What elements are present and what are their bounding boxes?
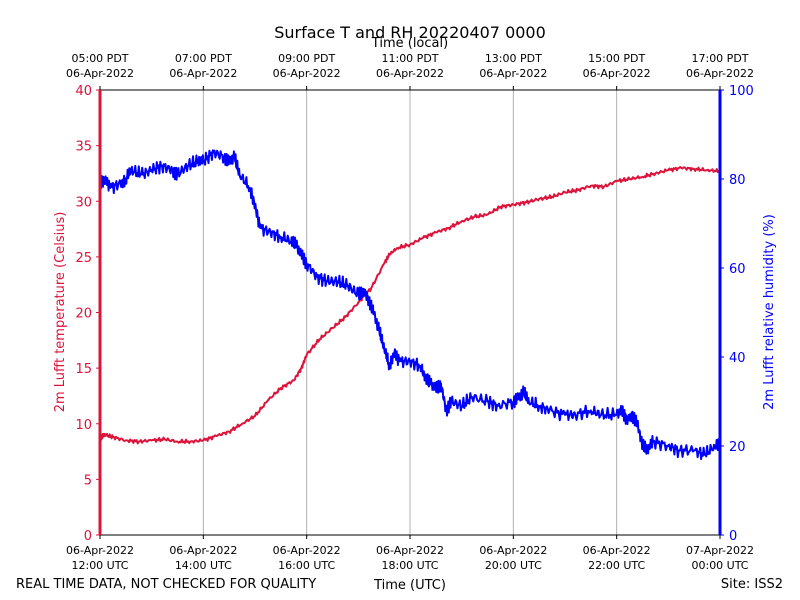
bottom-tick-time: 18:00 UTC (381, 559, 438, 572)
top-tick-date: 06-Apr-2022 (169, 67, 237, 80)
left-tick-label: 30 (75, 195, 92, 210)
site-label: Site: ISS2 (721, 577, 783, 592)
y-axis-label-right: 2m Lufft relative humidity (%) (762, 214, 777, 410)
chart-title: Surface T and RH 20220407 0000 (274, 23, 546, 42)
top-tick-date: 06-Apr-2022 (273, 67, 341, 80)
bottom-tick-date: 07-Apr-2022 (686, 544, 754, 557)
left-tick-label: 0 (84, 529, 92, 544)
left-tick-label: 35 (75, 140, 92, 155)
right-tick-label: 40 (729, 351, 746, 366)
left-tick-label: 10 (75, 418, 92, 433)
bottom-tick-time: 00:00 UTC (691, 559, 748, 572)
left-tick-label: 5 (84, 473, 92, 488)
bottom-tick-time: 16:00 UTC (278, 559, 335, 572)
x-axis-label: Time (UTC) (373, 578, 446, 593)
top-tick-time: 07:00 PDT (175, 52, 232, 65)
top-tick-time: 17:00 PDT (691, 52, 748, 65)
right-tick-label: 100 (729, 84, 754, 99)
top-tick-date: 06-Apr-2022 (686, 67, 754, 80)
bottom-tick-date: 06-Apr-2022 (479, 544, 547, 557)
bottom-tick-time: 12:00 UTC (71, 559, 128, 572)
bottom-tick-date: 06-Apr-2022 (273, 544, 341, 557)
top-axis-label: Time (local) (371, 36, 448, 51)
bottom-tick-date: 06-Apr-2022 (376, 544, 444, 557)
left-tick-label: 15 (75, 362, 92, 377)
bottom-tick-time: 22:00 UTC (588, 559, 645, 572)
bottom-tick-date: 06-Apr-2022 (583, 544, 651, 557)
right-axis-ticks: 0 20 40 60 80 100 (720, 84, 754, 544)
top-axis-ticks: 05:00 PDT 06-Apr-2022 07:00 PDT 06-Apr-2022… (66, 52, 754, 90)
grid-lines (202, 90, 618, 535)
humidity-line (99, 149, 721, 461)
bottom-axis-ticks: 06-Apr-2022 12:00 UTC 06-Apr-2022 14:00 UTC… (66, 535, 754, 572)
bottom-tick-time: 14:00 UTC (175, 559, 232, 572)
left-tick-label: 20 (75, 307, 92, 322)
top-tick-time: 05:00 PDT (71, 52, 128, 65)
top-tick-time: 15:00 PDT (588, 52, 645, 65)
right-tick-label: 0 (729, 529, 737, 544)
top-tick-date: 06-Apr-2022 (583, 67, 651, 80)
right-tick-label: 60 (729, 262, 746, 277)
left-axis-ticks: 0 5 10 15 20 25 30 35 40 (75, 84, 100, 544)
top-tick-date: 06-Apr-2022 (479, 67, 547, 80)
right-tick-label: 20 (729, 440, 746, 455)
top-tick-date: 06-Apr-2022 (66, 67, 134, 80)
top-tick-date: 06-Apr-2022 (376, 67, 444, 80)
quality-disclaimer: REAL TIME DATA, NOT CHECKED FOR QUALITY (16, 577, 316, 592)
left-tick-label: 40 (75, 84, 92, 99)
y-axis-label-left: 2m Lufft temperature (Celsius) (53, 212, 68, 413)
series-layer (99, 149, 721, 461)
right-tick-label: 80 (729, 173, 746, 188)
top-tick-time: 11:00 PDT (381, 52, 438, 65)
left-tick-label: 25 (75, 251, 92, 266)
bottom-tick-date: 06-Apr-2022 (169, 544, 237, 557)
top-tick-time: 13:00 PDT (485, 52, 542, 65)
bottom-tick-date: 06-Apr-2022 (66, 544, 134, 557)
bottom-tick-time: 20:00 UTC (485, 559, 542, 572)
top-tick-time: 09:00 PDT (278, 52, 335, 65)
temperature-line (99, 166, 721, 445)
